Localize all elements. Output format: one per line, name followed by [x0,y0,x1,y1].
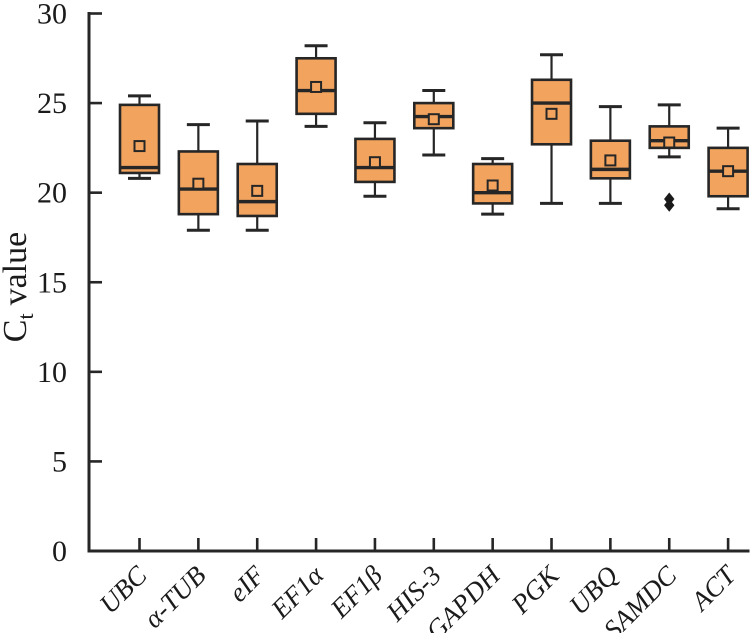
iqr-box [471,162,514,205]
mean-marker [310,80,323,93]
y-tick-label: 15 [37,266,67,299]
iqr-box [295,56,337,116]
y-tick-label: 5 [52,445,67,478]
boxplot-series-2 [177,123,220,232]
boxplot-series-4 [295,44,337,128]
axis-lines [87,12,750,553]
x-category-label-11: ACT [684,559,743,618]
y-tick-label: 20 [37,177,67,210]
boxplot-series-8 [530,53,573,205]
x-category-label-2: α-TUB [138,560,212,633]
x-category-label-8: PGK [505,559,567,621]
iqr-box [530,78,573,146]
mean-marker [545,107,558,120]
boxplot-series-5 [354,121,396,198]
boxplot-series-9 [589,105,632,205]
y-tick-label: 25 [37,87,67,120]
boxplot-series-7 [471,157,514,216]
boxplot-series-6 [412,89,455,157]
x-category-label-3: eIF [223,560,271,608]
y-tick-label: 0 [52,535,67,568]
y-tick-label: 30 [37,0,67,31]
iqr-box [118,103,161,175]
mean-marker [427,113,440,126]
mean-marker [368,156,381,169]
boxplot-series-10 [648,103,691,212]
mean-marker [604,154,617,167]
boxplot-series-1 [118,94,161,180]
y-axis-title: Ctvalue [0,232,38,342]
mean-marker [133,140,146,153]
mean-marker [486,179,499,192]
y-tick-label: 10 [37,356,67,389]
mean-marker [251,184,264,197]
boxplot-series-3 [236,119,279,232]
outlier-marker-2 [664,198,675,212]
x-category-label-5: EF1β [324,560,389,625]
mean-marker [663,136,676,149]
mean-marker [722,165,735,178]
boxplot-series-11 [707,126,749,211]
x-category-label-4: EF1α [265,559,330,624]
mean-marker [192,177,205,190]
